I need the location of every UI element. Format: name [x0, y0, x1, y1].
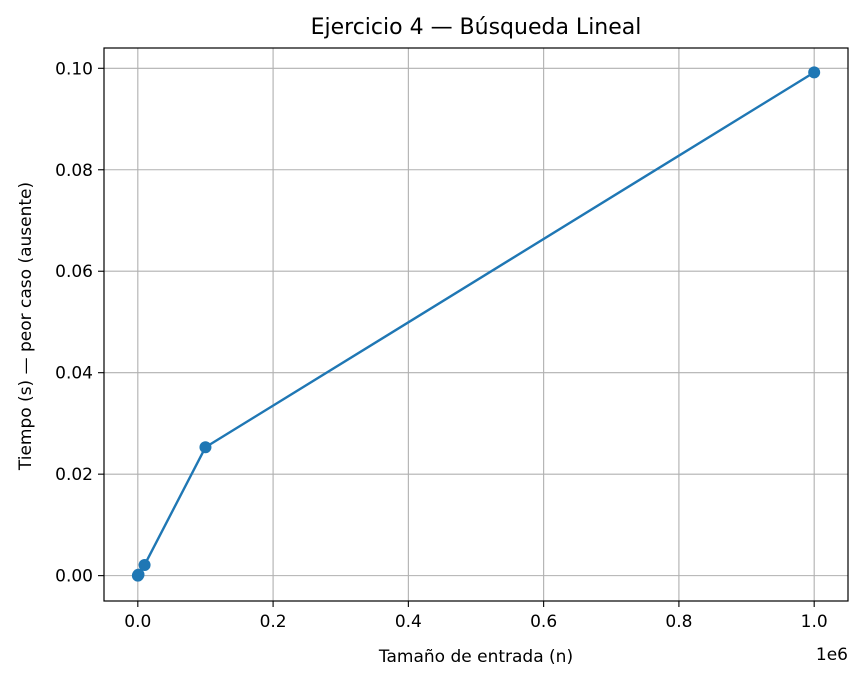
x-axis-offset-label: 1e6 — [816, 645, 848, 665]
data-point — [808, 66, 821, 79]
x-tick-label: 0.4 — [395, 612, 422, 632]
ticks: 0.0 0.2 0.4 0.6 0.8 1.0 0.00 0.02 0.04 0.06 0.08 0.… — [55, 59, 828, 632]
y-tick-label: 0.04 — [55, 364, 93, 384]
y-axis-label: Tiempo (s) — peor caso (ausente) — [16, 182, 36, 471]
y-tick-label: 0.08 — [55, 161, 93, 181]
y-tick-label: 0.06 — [55, 262, 93, 282]
series-layer — [131, 66, 821, 582]
x-tick-label: 0.2 — [260, 612, 287, 632]
plot-frame — [103, 47, 849, 602]
y-tick-label: 0.02 — [55, 465, 93, 485]
data-point — [138, 558, 151, 571]
x-axis-label: Tamaño de entrada (n) — [378, 647, 573, 667]
x-tick-label: 0.0 — [124, 612, 151, 632]
x-tick-label: 1.0 — [801, 612, 828, 632]
data-point — [132, 568, 145, 581]
chart-title: Ejercicio 4 — Búsqueda Lineal — [311, 15, 642, 40]
data-point — [199, 441, 212, 454]
grid — [104, 48, 848, 601]
x-tick-label: 0.6 — [530, 612, 557, 632]
x-tick-label: 0.8 — [665, 612, 692, 632]
y-tick-label: 0.00 — [55, 567, 93, 587]
y-tick-label: 0.10 — [55, 59, 93, 79]
